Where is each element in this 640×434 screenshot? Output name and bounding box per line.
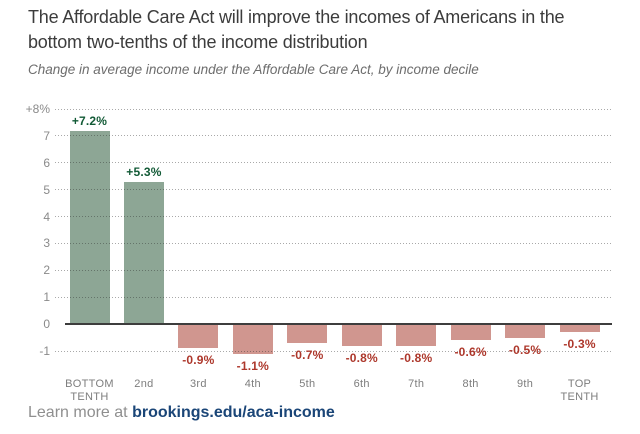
bar-value-label: -0.6%	[454, 345, 487, 360]
y-tick-label: 0	[43, 317, 50, 332]
bar-value-label: -0.8%	[400, 350, 433, 365]
x-tick-label: 9th	[516, 378, 534, 390]
x-tick-label: 3rd	[189, 378, 207, 390]
bar-value-label: +5.3%	[126, 164, 162, 179]
bar-1	[69, 130, 110, 325]
y-tick-label: 2	[43, 263, 50, 278]
bar-value-label: -0.5%	[508, 342, 542, 357]
bar-value-label: -1.1%	[236, 358, 270, 373]
y-axis: +8% 7 6 5 4 3 2 1 0 -1	[0, 102, 50, 358]
y-tick-label: +8%	[25, 102, 50, 116]
bar-value-label: -0.9%	[182, 353, 215, 368]
bar-value-label: -0.8%	[345, 350, 378, 365]
x-tick-label: 8th	[462, 378, 479, 390]
x-tick-label: 2nd	[134, 378, 154, 390]
footer: Learn more at brookings.edu/aca-income	[28, 404, 335, 422]
y-tick-label: 1	[43, 290, 50, 305]
gridline	[55, 216, 612, 218]
footer-link[interactable]: brookings.edu/aca-income	[132, 404, 335, 421]
bar-5	[287, 325, 328, 343]
bar-value-label: +7.2%	[71, 113, 108, 128]
x-tick-label: 5th	[299, 378, 316, 390]
x-tick-label: 4th	[244, 378, 261, 390]
gridline	[55, 242, 612, 244]
y-tick-label: 7	[43, 128, 50, 143]
x-tick-label: 7th	[408, 378, 425, 390]
footer-text: Learn more at	[28, 404, 133, 421]
y-tick-label: 4	[43, 209, 50, 224]
bar-4	[232, 325, 273, 354]
bar-9	[505, 325, 546, 338]
gridline	[55, 108, 612, 110]
y-tick-label: -1	[39, 344, 50, 358]
gridline	[55, 296, 612, 298]
page-subtitle: Change in average income under the Affor…	[28, 62, 479, 77]
bar-chart: +8% 7 6 5 4 3 2 1 0 -1 +7.2% BOTTOM TENTH +5.3% 2nd -…	[0, 102, 612, 403]
bar-6	[341, 325, 382, 346]
gridline	[55, 135, 612, 137]
y-tick-label: 6	[43, 155, 50, 170]
bar-value-label: -0.7%	[291, 347, 324, 362]
x-tick-label: 6th	[353, 378, 370, 390]
y-tick-label: 5	[43, 182, 50, 197]
gridline	[55, 350, 612, 352]
bar-8	[450, 325, 491, 341]
gridline	[55, 269, 612, 271]
bar-3	[178, 325, 219, 349]
y-tick-label: 3	[43, 236, 50, 251]
page-title: The Affordable Care Act will improve the…	[28, 7, 565, 52]
gridline	[55, 189, 612, 191]
bar-value-label: -0.3%	[563, 337, 596, 352]
x-axis-line	[65, 323, 612, 325]
bar-2	[123, 181, 164, 325]
plot-area: +7.2% BOTTOM TENTH +5.3% 2nd -0.9% 3rd -1.1% 4t…	[55, 108, 612, 403]
gridline	[55, 162, 612, 164]
bar-10	[559, 325, 600, 333]
bar-7	[396, 325, 437, 346]
x-tick-label: TOP TENTH	[560, 378, 599, 403]
x-tick-label: BOTTOM TENTH	[65, 378, 114, 403]
